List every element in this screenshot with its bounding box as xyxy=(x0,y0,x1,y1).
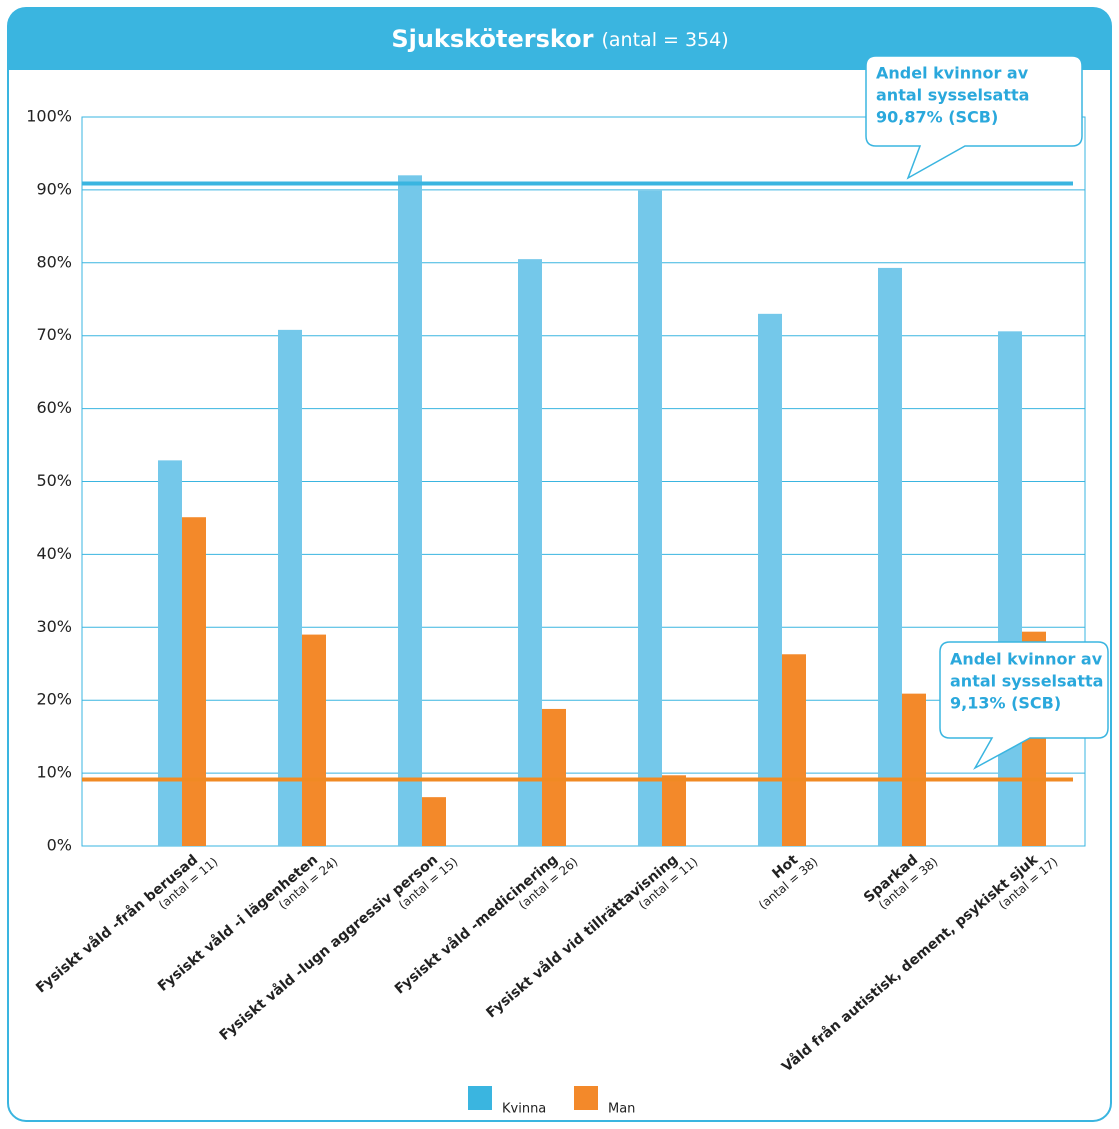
y-tick-label: 90% xyxy=(36,179,72,198)
callout-text: Andel kvinnor av xyxy=(876,64,1029,83)
y-tick-label: 60% xyxy=(36,398,72,417)
bar xyxy=(782,654,806,846)
legend-label: Man xyxy=(608,1102,635,1117)
callout-text: 9,13% (SCB) xyxy=(950,694,1061,713)
plot-frame xyxy=(81,116,1086,847)
bar xyxy=(998,331,1022,846)
legend-swatch xyxy=(468,1086,492,1110)
legend-label: Kvinna xyxy=(502,1102,546,1117)
y-tick-label: 40% xyxy=(36,544,72,563)
y-tick-label: 30% xyxy=(36,617,72,636)
y-tick-label: 0% xyxy=(47,836,72,855)
y-tick-label: 20% xyxy=(36,690,72,709)
bar xyxy=(518,259,542,846)
y-tick-label: 100% xyxy=(26,107,72,126)
bar xyxy=(422,797,446,846)
bar xyxy=(902,693,926,846)
chart-title-group: Sjuksköterskor (antal = 354) xyxy=(391,25,728,53)
bar xyxy=(398,175,422,846)
callout xyxy=(939,641,1109,770)
bar xyxy=(182,517,206,846)
bar xyxy=(638,190,662,846)
chart-subtitle: (antal = 354) xyxy=(602,29,729,51)
legend-swatch xyxy=(574,1086,598,1110)
bar xyxy=(878,267,902,846)
header xyxy=(8,8,1111,70)
callout-text: 90,87% (SCB) xyxy=(876,108,998,127)
chart-title: Sjuksköterskor xyxy=(391,25,593,53)
callout-text: Andel kvinnor av xyxy=(950,650,1103,669)
bar xyxy=(278,329,302,846)
y-tick-label: 80% xyxy=(36,252,72,271)
bar xyxy=(662,775,686,846)
callout-text: antal sysselsatta xyxy=(950,672,1103,691)
y-tick-label: 10% xyxy=(36,763,72,782)
callout-text: antal sysselsatta xyxy=(876,86,1029,105)
y-tick-label: 70% xyxy=(36,325,72,344)
bar xyxy=(302,634,326,846)
callout xyxy=(865,55,1083,180)
bar xyxy=(758,313,782,847)
y-tick-label: 50% xyxy=(36,471,72,490)
bar xyxy=(158,460,182,846)
